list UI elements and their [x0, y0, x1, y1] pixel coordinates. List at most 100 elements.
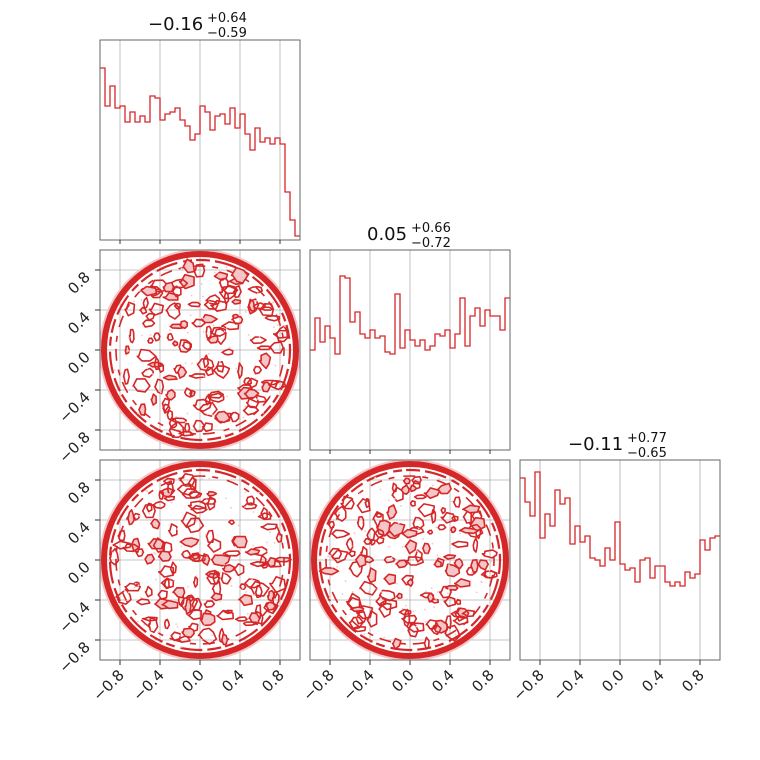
density-2-sample-64 — [448, 564, 450, 566]
density-2-contour-101 — [437, 524, 447, 531]
density-2-sample-60 — [405, 604, 408, 607]
density-2-sample-46 — [424, 608, 426, 611]
density-2-sample-45 — [430, 587, 433, 590]
density-0-sample-65 — [255, 299, 258, 302]
density-1-contour-100 — [184, 597, 192, 615]
density-1-sample-38 — [237, 524, 240, 527]
density-2-sample-15 — [359, 518, 362, 521]
density-0-contour-68 — [247, 285, 263, 294]
density-0-sample-32 — [159, 391, 162, 394]
density-0-sample-25 — [244, 405, 247, 408]
density-2-contour-84 — [409, 484, 418, 493]
density-0-sample-38 — [223, 330, 226, 333]
density-1-sample-50 — [169, 492, 172, 494]
density-2-contour-100 — [483, 569, 497, 579]
density-0-sample-60 — [219, 360, 221, 363]
density-2-boundary-thick — [311, 461, 509, 659]
density-0-sample-55 — [283, 325, 286, 328]
density-panel-param-0-vs-2 — [99, 459, 301, 661]
density-0-contour-95 — [166, 332, 174, 341]
density-2-sample-25 — [422, 538, 425, 540]
ytick-label-2-2: 0.0 — [64, 558, 94, 588]
density-1-contour-12 — [157, 565, 175, 578]
ytick-label-1-3: 0.4 — [64, 308, 94, 338]
density-0-sample-17 — [226, 326, 228, 329]
density-2-sample-6 — [454, 633, 457, 636]
density-0-sample-24 — [223, 433, 226, 436]
density-1-contour-1 — [141, 616, 158, 622]
density-1-sample-20 — [244, 506, 246, 508]
density-2-sample-17 — [381, 591, 383, 593]
xtick-label-1-0: −0.8 — [299, 666, 337, 704]
density-0-contour-72 — [264, 315, 281, 322]
density-0-contour-11 — [141, 367, 154, 378]
density-1-contour-65 — [157, 550, 172, 562]
density-0-contour-117 — [166, 410, 174, 421]
density-2-contour-40 — [347, 550, 356, 558]
histogram-panel-param-1 — [309, 249, 511, 451]
density-1-sample-35 — [208, 477, 211, 480]
xtick-label-0-0: −0.8 — [89, 666, 127, 704]
density-0-contour-81 — [213, 271, 229, 281]
density-2-contour-81 — [376, 519, 391, 537]
density-2-sample-35 — [459, 532, 461, 535]
xtick-label-2-1: −0.4 — [549, 666, 587, 704]
density-2-contour-24 — [440, 511, 457, 524]
density-2-boundary-ring — [318, 468, 502, 652]
density-2-sample-29 — [405, 598, 408, 601]
density-1-sample-51 — [176, 625, 179, 628]
density-0-sample-20 — [279, 356, 281, 359]
density-1-sample-55 — [262, 558, 264, 561]
density-0-contour-29 — [181, 341, 192, 351]
density-2-sample-10 — [475, 591, 478, 594]
density-1-contour-16 — [275, 532, 283, 543]
density-1-sample-62 — [136, 620, 139, 623]
density-0-contour-15 — [192, 419, 206, 433]
density-1-contour-87 — [199, 612, 216, 627]
density-0-sample-11 — [256, 398, 259, 401]
density-2-contour-38 — [359, 580, 378, 596]
density-2-contour-109 — [430, 598, 439, 604]
density-1-contour-82 — [188, 553, 207, 563]
density-2-sample-47 — [336, 565, 339, 568]
density-1-sample-59 — [154, 553, 157, 556]
density-1-sample-5 — [219, 600, 222, 603]
histogram-2-line — [520, 471, 720, 587]
density-1-contour-20 — [157, 589, 168, 600]
density-1-sample-30 — [170, 501, 173, 504]
density-0-contour-119 — [267, 379, 287, 391]
density-0-contour-37 — [203, 299, 219, 310]
density-2-contour-61 — [453, 558, 464, 570]
density-0-sample-54 — [212, 324, 215, 327]
density-0-contour-111 — [188, 373, 206, 379]
density-2-sample-57 — [383, 636, 386, 639]
density-0-sample-53 — [258, 336, 261, 339]
density-2-contour-65 — [417, 503, 435, 518]
density-2-sample-36 — [351, 591, 354, 593]
density-1-contour-13 — [152, 500, 166, 510]
density-0-contour-78 — [256, 345, 272, 351]
density-1-contour-24 — [222, 550, 241, 557]
density-1-sample-21 — [204, 533, 207, 536]
density-2-inner-ring — [325, 475, 495, 645]
density-1-sample-63 — [252, 544, 255, 547]
density-2-sample-32 — [435, 598, 437, 600]
density-2-sample-28 — [424, 620, 427, 623]
density-0-contour-17 — [231, 298, 242, 305]
density-0-sample-21 — [200, 283, 203, 285]
density-2-contour-115 — [452, 496, 461, 508]
density-0-contour-42 — [258, 352, 272, 370]
density-0-contour-94 — [210, 299, 228, 312]
density-1-sample-47 — [138, 514, 141, 517]
density-1-boundary-thick — [101, 461, 299, 659]
density-1-sample-26 — [178, 634, 181, 637]
density-2-contour-31 — [430, 509, 437, 524]
density-1-sample-52 — [230, 585, 233, 587]
density-1-sample-32 — [251, 578, 253, 581]
density-0-contour-110 — [150, 393, 157, 406]
density-0-contour-90 — [153, 356, 160, 371]
density-2-sample-42 — [399, 504, 402, 507]
density-1-contour-45 — [180, 511, 197, 529]
density-1-sample-41 — [259, 562, 262, 565]
